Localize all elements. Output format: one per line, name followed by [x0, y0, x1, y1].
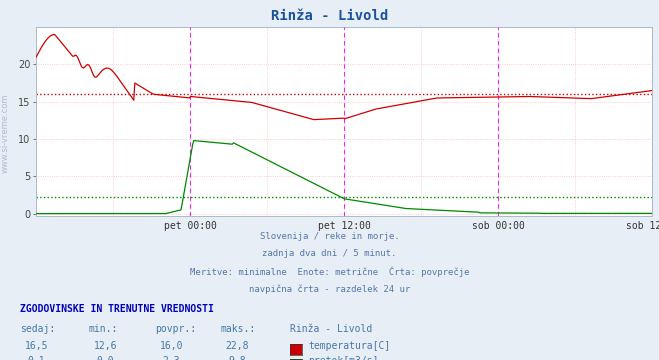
Text: povpr.:: povpr.:: [155, 324, 196, 334]
Text: 0,1: 0,1: [28, 356, 45, 360]
Text: 2,3: 2,3: [163, 356, 180, 360]
Text: navpična črta - razdelek 24 ur: navpična črta - razdelek 24 ur: [249, 284, 410, 293]
Text: zadnja dva dni / 5 minut.: zadnja dva dni / 5 minut.: [262, 249, 397, 258]
Text: 0,0: 0,0: [97, 356, 114, 360]
Text: 12,6: 12,6: [94, 341, 117, 351]
Text: sob 12:00: sob 12:00: [626, 221, 659, 231]
Text: ZGODOVINSKE IN TRENUTNE VREDNOSTI: ZGODOVINSKE IN TRENUTNE VREDNOSTI: [20, 304, 214, 314]
Text: Slovenija / reke in morje.: Slovenija / reke in morje.: [260, 232, 399, 241]
Text: min.:: min.:: [89, 324, 119, 334]
Text: 9,8: 9,8: [229, 356, 246, 360]
Text: sedaj:: sedaj:: [20, 324, 55, 334]
Text: 16,0: 16,0: [159, 341, 183, 351]
Text: www.si-vreme.com: www.si-vreme.com: [1, 94, 10, 173]
Text: maks.:: maks.:: [221, 324, 256, 334]
Text: 16,5: 16,5: [24, 341, 48, 351]
Text: Rinža - Livold: Rinža - Livold: [290, 324, 372, 334]
Text: pet 12:00: pet 12:00: [318, 221, 371, 231]
Text: sob 00:00: sob 00:00: [472, 221, 525, 231]
Text: 22,8: 22,8: [225, 341, 249, 351]
Text: Rinža - Livold: Rinža - Livold: [271, 9, 388, 23]
Text: pet 00:00: pet 00:00: [164, 221, 217, 231]
Text: pretok[m3/s]: pretok[m3/s]: [308, 356, 379, 360]
Text: temperatura[C]: temperatura[C]: [308, 341, 391, 351]
Text: Meritve: minimalne  Enote: metrične  Črta: povprečje: Meritve: minimalne Enote: metrične Črta:…: [190, 267, 469, 277]
